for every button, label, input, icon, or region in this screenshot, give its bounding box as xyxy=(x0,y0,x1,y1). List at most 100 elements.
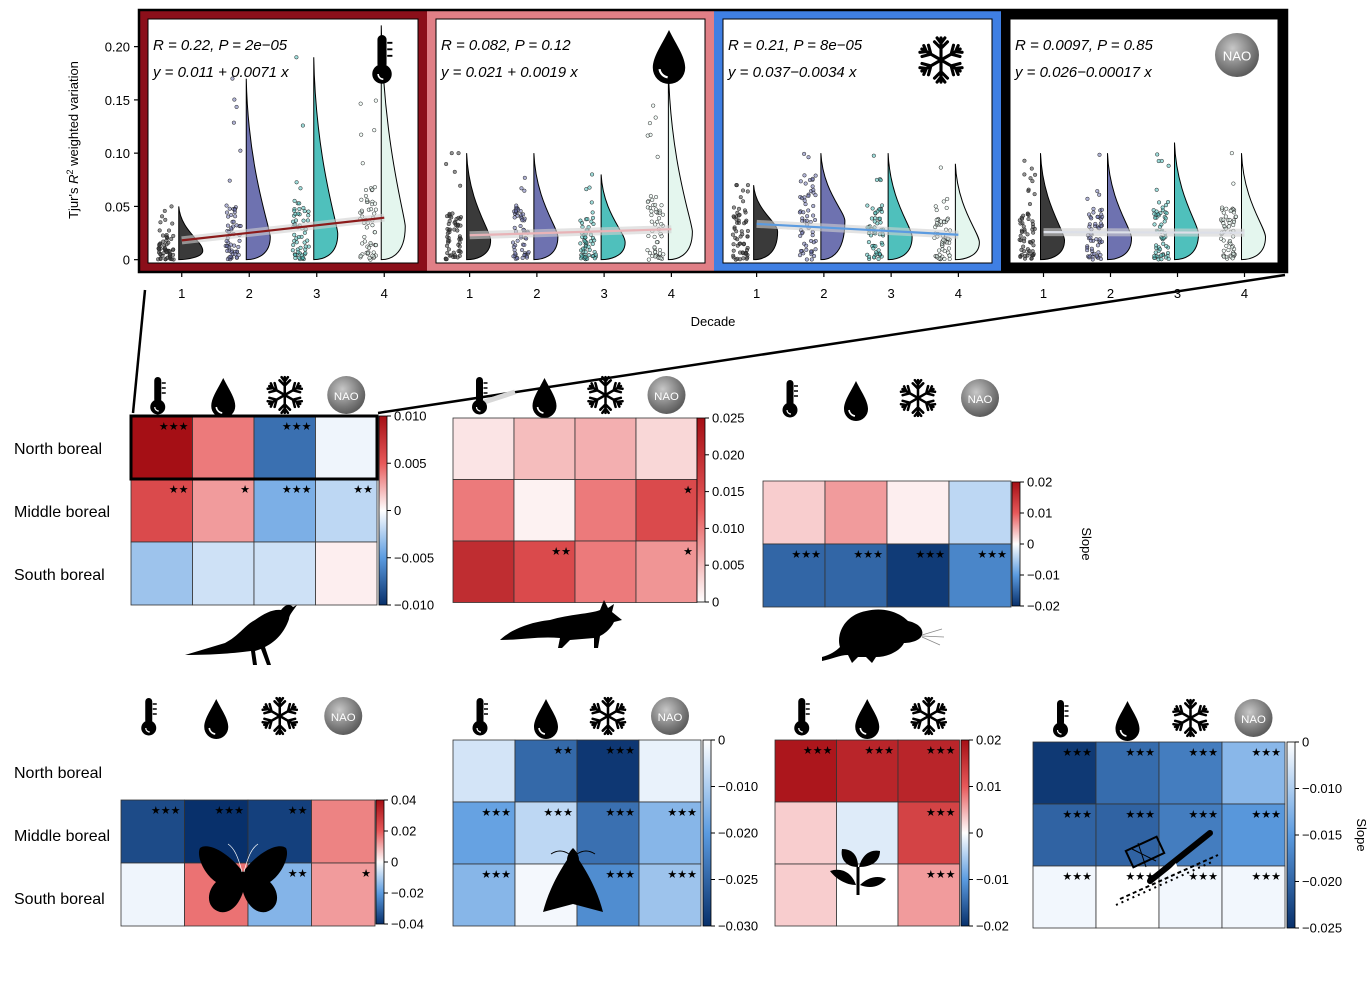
data-point xyxy=(745,255,750,260)
colorbar-tick-label: −0.015 xyxy=(1302,828,1342,843)
nao-label: NAO xyxy=(1241,714,1266,726)
thermometer-stem xyxy=(798,698,806,724)
data-point xyxy=(878,220,883,225)
data-point xyxy=(1031,230,1036,235)
data-point xyxy=(800,218,805,224)
data-point xyxy=(1018,254,1023,259)
data-point xyxy=(1157,247,1163,252)
data-point xyxy=(233,214,238,219)
significance-stars: ★★★ xyxy=(481,806,511,819)
snowflake-arm xyxy=(589,702,610,718)
y-tick-label: 0.20 xyxy=(105,40,130,55)
heatmap-cell xyxy=(1032,865,1097,929)
data-point xyxy=(171,247,176,252)
fit-line xyxy=(1043,231,1245,234)
data-point xyxy=(867,254,872,259)
data-point xyxy=(649,209,654,214)
data-point xyxy=(1089,216,1094,221)
data-point xyxy=(585,217,590,222)
snowflake-stroke xyxy=(273,696,287,718)
regression-equation: y = 0.026−0.00017 x xyxy=(1014,64,1152,81)
thermometer-ticks xyxy=(1064,705,1069,717)
data-point xyxy=(941,199,946,204)
data-point xyxy=(741,256,746,261)
x-tick-label: 1 xyxy=(178,286,185,301)
plant-sprout-icon xyxy=(830,849,886,895)
snowflake-stroke xyxy=(278,714,299,730)
data-point xyxy=(167,249,172,254)
data-point xyxy=(745,183,751,188)
half-violin xyxy=(313,57,339,261)
colorbar-tick-label: 0.020 xyxy=(712,447,745,462)
data-point xyxy=(368,241,373,246)
data-point xyxy=(651,103,656,108)
snowflake-arm xyxy=(598,375,613,397)
data-point xyxy=(1032,192,1037,197)
data-point xyxy=(296,250,301,255)
data-point xyxy=(735,256,740,261)
data-point xyxy=(512,248,517,253)
thermometer-icon xyxy=(372,35,393,84)
colorbar-tick-label: 0.02 xyxy=(976,733,1001,748)
heatmap-cell xyxy=(253,415,316,480)
snowflake-arm xyxy=(927,714,948,730)
fit-line xyxy=(756,222,959,236)
heatmap-cell xyxy=(638,739,702,803)
data-point xyxy=(1096,250,1101,255)
x-tick-label: 3 xyxy=(601,286,608,301)
data-point xyxy=(1095,243,1100,248)
data-point xyxy=(297,201,302,206)
significance-stars: ★★ xyxy=(551,545,571,558)
data-point xyxy=(1029,256,1034,261)
data-point xyxy=(653,254,658,259)
snowflake-arm xyxy=(589,714,610,730)
zoom-connector-right xyxy=(377,273,1286,415)
snowflake-stroke xyxy=(899,384,920,400)
data-point xyxy=(813,193,818,198)
data-point xyxy=(647,121,652,126)
snowflake-icon xyxy=(910,696,948,736)
heatmap-cell xyxy=(897,739,960,803)
data-point xyxy=(293,255,298,261)
heatmap-cell xyxy=(897,801,960,865)
significance-stars: ★★ xyxy=(288,867,308,880)
data-point xyxy=(169,236,174,242)
data-point xyxy=(229,226,234,231)
data-point xyxy=(294,55,299,60)
data-point xyxy=(1228,208,1233,213)
snowflake-arm xyxy=(266,393,287,409)
colorbar xyxy=(696,417,706,603)
data-point xyxy=(933,204,938,209)
data-point xyxy=(300,255,305,260)
stat-r-text: R = 0.082, P = 0.12 xyxy=(441,37,571,54)
data-point xyxy=(370,187,375,192)
heatmap-cell xyxy=(774,801,837,865)
data-point xyxy=(305,238,310,243)
snowflake-stroke xyxy=(604,393,624,409)
thermometer-shine xyxy=(145,727,150,733)
data-point xyxy=(735,237,740,242)
snowflake-icon xyxy=(1172,698,1209,738)
snowflake-stroke xyxy=(899,396,920,412)
snowflake-stroke xyxy=(278,375,292,397)
nao-badge-icon: NAO xyxy=(651,697,689,735)
thermometer-shine xyxy=(786,409,792,415)
colorbar xyxy=(375,799,385,925)
data-point xyxy=(1021,244,1026,249)
heatmap-small-mammals: NAO ★★★ ★★★ ★★★ ★★★ 0.02 0.01 0 −0.01 −0.02 Slope xyxy=(762,378,1094,614)
raincloud-panel-precipitation: R = 0.082, P = 0.12 y = 0.021 + 0.0019 x 1… xyxy=(427,10,714,301)
data-point xyxy=(372,230,378,235)
drop-shape xyxy=(844,381,868,421)
snowflake-arm xyxy=(601,714,615,736)
snowflake-stroke xyxy=(261,702,282,718)
data-point xyxy=(1165,199,1171,205)
data-point xyxy=(302,230,307,235)
heatmap-cell xyxy=(452,540,515,603)
thermometer-shine xyxy=(798,727,803,733)
data-point xyxy=(452,220,457,225)
data-point xyxy=(736,206,742,211)
colorbar-tick-label: 0.01 xyxy=(976,779,1001,794)
thermometer-icon xyxy=(794,698,810,736)
data-point xyxy=(367,256,372,261)
data-point xyxy=(515,238,520,243)
